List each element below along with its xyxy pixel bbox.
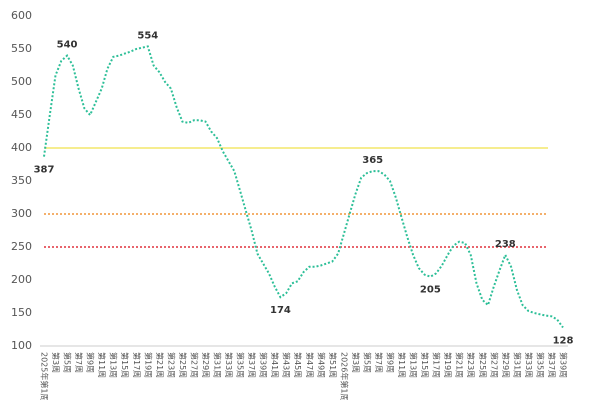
y-tick-label: 400 (11, 141, 32, 154)
y-tick-label: 600 (11, 9, 32, 22)
value-label: 128 (553, 336, 574, 347)
y-tick-label: 250 (11, 240, 32, 253)
x-tick-label: 第23周 (466, 352, 476, 378)
x-tick-label: 第11周 (97, 352, 107, 378)
y-tick-label: 550 (11, 42, 32, 55)
x-tick-label: 第31周 (512, 352, 522, 378)
x-tick-label: 第11周 (397, 352, 407, 378)
x-tick-label: 第25周 (178, 352, 188, 378)
x-tick-label: 第49周 (316, 352, 326, 378)
x-tick-label: 第39周 (259, 352, 269, 378)
x-tick-label: 第29周 (501, 352, 511, 378)
x-tick-label: 第23周 (166, 352, 176, 378)
value-label: 365 (362, 155, 383, 166)
x-tick-label: 第39周 (559, 352, 569, 378)
value-label: 238 (495, 239, 516, 250)
x-tick-label: 第7周 (374, 352, 384, 373)
value-label: 205 (420, 285, 441, 296)
x-tick-label: 第19周 (443, 352, 453, 378)
x-tick-label: 第5周 (362, 352, 372, 373)
x-tick-label: 第9周 (386, 352, 396, 373)
x-tick-label: 第25周 (478, 352, 488, 378)
x-tick-label: 第27周 (189, 352, 199, 378)
x-tick-label: 第17周 (132, 352, 142, 378)
y-tick-label: 200 (11, 273, 32, 286)
x-tick-label: 第35周 (535, 352, 545, 378)
x-tick-label: 第37周 (547, 352, 557, 378)
x-tick-label: 第33周 (224, 352, 234, 378)
x-tick-label: 第27周 (489, 352, 499, 378)
y-tick-label: 500 (11, 75, 32, 88)
x-tick-label: 第5周 (63, 352, 73, 373)
x-tick-label: 第33周 (524, 352, 534, 378)
x-tick-label: 第15周 (420, 352, 430, 378)
x-tick-label: 第41周 (270, 352, 280, 378)
value-label: 554 (137, 30, 158, 41)
x-tick-label: 第9周 (86, 352, 96, 373)
x-tick-label: 第51周 (328, 352, 338, 378)
x-tick-label: 第13周 (109, 352, 119, 378)
x-tick-label: 第15周 (120, 352, 130, 378)
x-tick-label: 第17周 (432, 352, 442, 378)
x-tick-label: 第13周 (409, 352, 419, 378)
y-tick-label: 100 (11, 339, 32, 352)
x-tick-label: 第31周 (213, 352, 223, 378)
x-tick-label: 第47周 (305, 352, 315, 378)
x-tick-label: 第29周 (201, 352, 211, 378)
value-label: 387 (34, 165, 55, 176)
x-tick-label: 第45周 (293, 352, 303, 378)
x-tick-label: 第7周 (74, 352, 84, 373)
x-tick-label: 2026年第1周 (339, 352, 349, 400)
x-tick-label: 第37周 (247, 352, 257, 378)
x-tick-label: 第21周 (455, 352, 465, 378)
x-tick-label: 第21周 (155, 352, 165, 378)
x-tick-label: 第35周 (236, 352, 246, 378)
y-tick-label: 350 (11, 174, 32, 187)
x-tick-label: 第3周 (351, 352, 361, 373)
x-tick-label: 第3周 (51, 352, 61, 373)
data-line (43, 45, 564, 329)
x-tick-label: 第19周 (143, 352, 153, 378)
value-label: 174 (270, 305, 291, 316)
x-tick-label: 2025年第1周 (40, 352, 50, 400)
y-tick-label: 150 (11, 306, 32, 319)
y-tick-label: 450 (11, 108, 32, 121)
y-tick-label: 300 (11, 207, 32, 220)
x-tick-label: 第43周 (282, 352, 292, 378)
value-label: 540 (57, 40, 78, 51)
